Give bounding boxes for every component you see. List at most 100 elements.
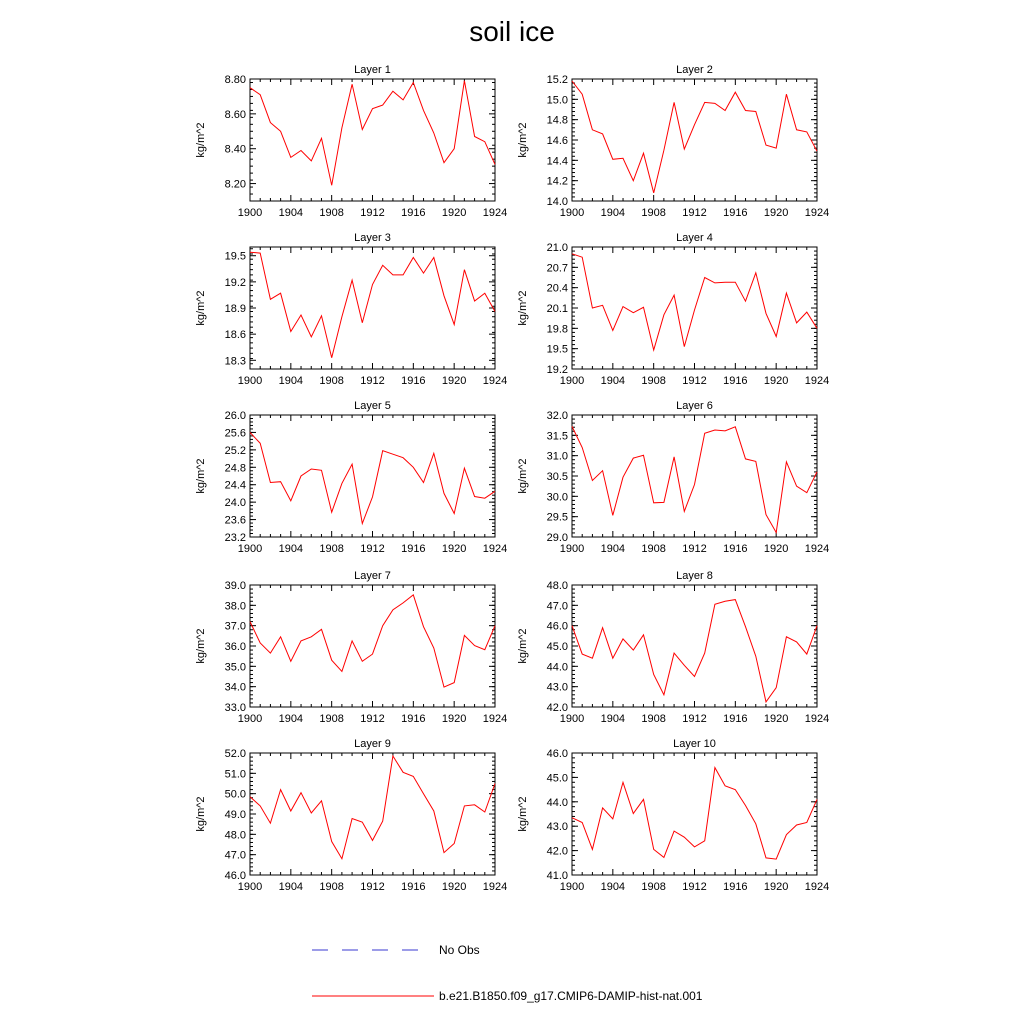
panel-title: Layer 1 [354, 64, 391, 76]
y-tick-label: 45.0 [547, 641, 568, 653]
y-tick-label: 25.6 [225, 427, 246, 439]
series-line [571, 766, 818, 860]
series-line [249, 80, 496, 186]
x-tick-label: 1900 [560, 543, 584, 555]
y-tick-label: 20.7 [547, 262, 568, 274]
y-tick-label: 51.0 [225, 768, 246, 780]
x-tick-label: 1900 [560, 881, 584, 893]
x-tick-label: 1908 [641, 543, 665, 555]
y-tick-label: 19.2 [225, 277, 246, 289]
y-tick-label: 8.40 [225, 144, 246, 156]
plot-frame [249, 752, 496, 876]
panel-title: Layer 2 [676, 64, 713, 76]
y-tick-label: 19.8 [547, 323, 568, 335]
x-tick-label: 1920 [764, 543, 788, 555]
y-axis-label: kg/m^2 [517, 796, 529, 831]
y-tick-label: 37.0 [225, 621, 246, 633]
series-line [571, 253, 818, 352]
legend-simulation-line [312, 995, 434, 997]
y-tick-label: 43.0 [547, 682, 568, 694]
x-tick-label: 1900 [238, 375, 262, 387]
y-tick-label: 30.0 [547, 491, 568, 503]
x-tick-label: 1924 [483, 713, 507, 725]
y-tick-label: 42.0 [547, 702, 568, 714]
y-tick-label: 8.80 [225, 74, 246, 86]
x-tick-label: 1900 [238, 207, 262, 219]
plot-frame [249, 78, 496, 202]
x-tick-label: 1920 [442, 543, 466, 555]
panel-layer-5: Layer 5 kg/m^2 1900 1904 1908 1912 1916 1920 192… [195, 400, 507, 555]
y-tick-label: 8.20 [225, 179, 246, 191]
y-tick-label: 19.2 [547, 364, 568, 376]
x-tick-label: 1912 [682, 207, 706, 219]
x-tick-label: 1924 [805, 713, 829, 725]
y-tick-label: 32.0 [547, 410, 568, 422]
y-tick-label: 14.0 [547, 196, 568, 208]
panel-layer-8: Layer 8 kg/m^2 1900 1904 1908 1912 1916 1920 192… [517, 570, 829, 725]
x-tick-label: 1904 [279, 375, 303, 387]
x-tick-label: 1908 [641, 207, 665, 219]
x-tick-label: 1912 [360, 543, 384, 555]
x-tick-label: 1912 [682, 543, 706, 555]
x-tick-label: 1920 [442, 881, 466, 893]
y-axis-label: kg/m^2 [517, 458, 529, 493]
panel-layer-9: Layer 9 kg/m^2 1900 1904 1908 1912 1916 1920 192… [195, 738, 507, 893]
x-tick-label: 1920 [442, 713, 466, 725]
panel-layer-4: Layer 4 kg/m^2 1900 1904 1908 1912 1916 1920 192… [517, 232, 829, 387]
y-tick-label: 47.0 [225, 850, 246, 862]
x-tick-label: 1904 [601, 881, 625, 893]
page-title: soil ice [469, 16, 555, 47]
y-tick-label: 26.0 [225, 410, 246, 422]
x-tick-label: 1904 [279, 881, 303, 893]
x-tick-label: 1924 [483, 543, 507, 555]
x-tick-label: 1912 [682, 375, 706, 387]
panel-layer-6: Layer 6 kg/m^2 1900 1904 1908 1912 1916 1920 192… [517, 400, 829, 555]
y-tick-label: 48.0 [547, 580, 568, 592]
x-tick-label: 1904 [601, 713, 625, 725]
legend-no-obs-label: No Obs [439, 943, 480, 957]
panel-title: Layer 4 [676, 232, 713, 244]
plot-frame [249, 246, 496, 370]
panel-title: Layer 6 [676, 400, 713, 412]
x-tick-label: 1916 [401, 713, 425, 725]
y-tick-label: 30.5 [547, 471, 568, 483]
x-tick-label: 1908 [319, 543, 343, 555]
x-tick-label: 1912 [682, 881, 706, 893]
x-tick-label: 1924 [805, 881, 829, 893]
x-tick-label: 1916 [723, 207, 747, 219]
y-tick-label: 46.0 [547, 748, 568, 760]
x-tick-label: 1920 [442, 375, 466, 387]
x-tick-label: 1904 [279, 543, 303, 555]
x-tick-label: 1924 [805, 375, 829, 387]
plot-frame [249, 584, 496, 708]
y-axis-label: kg/m^2 [517, 122, 529, 157]
x-tick-label: 1924 [483, 375, 507, 387]
legend-simulation-label: b.e21.B1850.f09_g17.CMIP6-DAMIP-hist-nat… [439, 989, 703, 1003]
x-tick-label: 1904 [279, 713, 303, 725]
x-tick-label: 1916 [401, 881, 425, 893]
y-tick-label: 29.0 [547, 532, 568, 544]
y-tick-label: 33.0 [225, 702, 246, 714]
x-tick-label: 1916 [723, 881, 747, 893]
y-tick-label: 42.0 [547, 846, 568, 858]
y-tick-label: 24.4 [225, 480, 246, 492]
y-axis-label: kg/m^2 [195, 290, 207, 325]
y-tick-label: 18.9 [225, 303, 246, 315]
x-tick-label: 1908 [319, 207, 343, 219]
x-tick-label: 1924 [805, 207, 829, 219]
y-tick-label: 19.5 [547, 344, 568, 356]
panel-title: Layer 10 [673, 738, 716, 750]
y-tick-label: 24.0 [225, 497, 246, 509]
y-tick-label: 38.0 [225, 600, 246, 612]
y-tick-label: 31.5 [547, 430, 568, 442]
x-tick-label: 1900 [238, 881, 262, 893]
x-tick-label: 1920 [764, 207, 788, 219]
y-tick-label: 50.0 [225, 789, 246, 801]
y-tick-label: 47.0 [547, 600, 568, 612]
x-tick-label: 1924 [483, 881, 507, 893]
panel-title: Layer 5 [354, 400, 391, 412]
panel-layer-7: Layer 7 kg/m^2 1900 1904 1908 1912 1916 1920 192… [195, 570, 507, 725]
y-tick-label: 15.2 [547, 74, 568, 86]
y-tick-label: 8.60 [225, 109, 246, 121]
series-line [571, 599, 818, 704]
